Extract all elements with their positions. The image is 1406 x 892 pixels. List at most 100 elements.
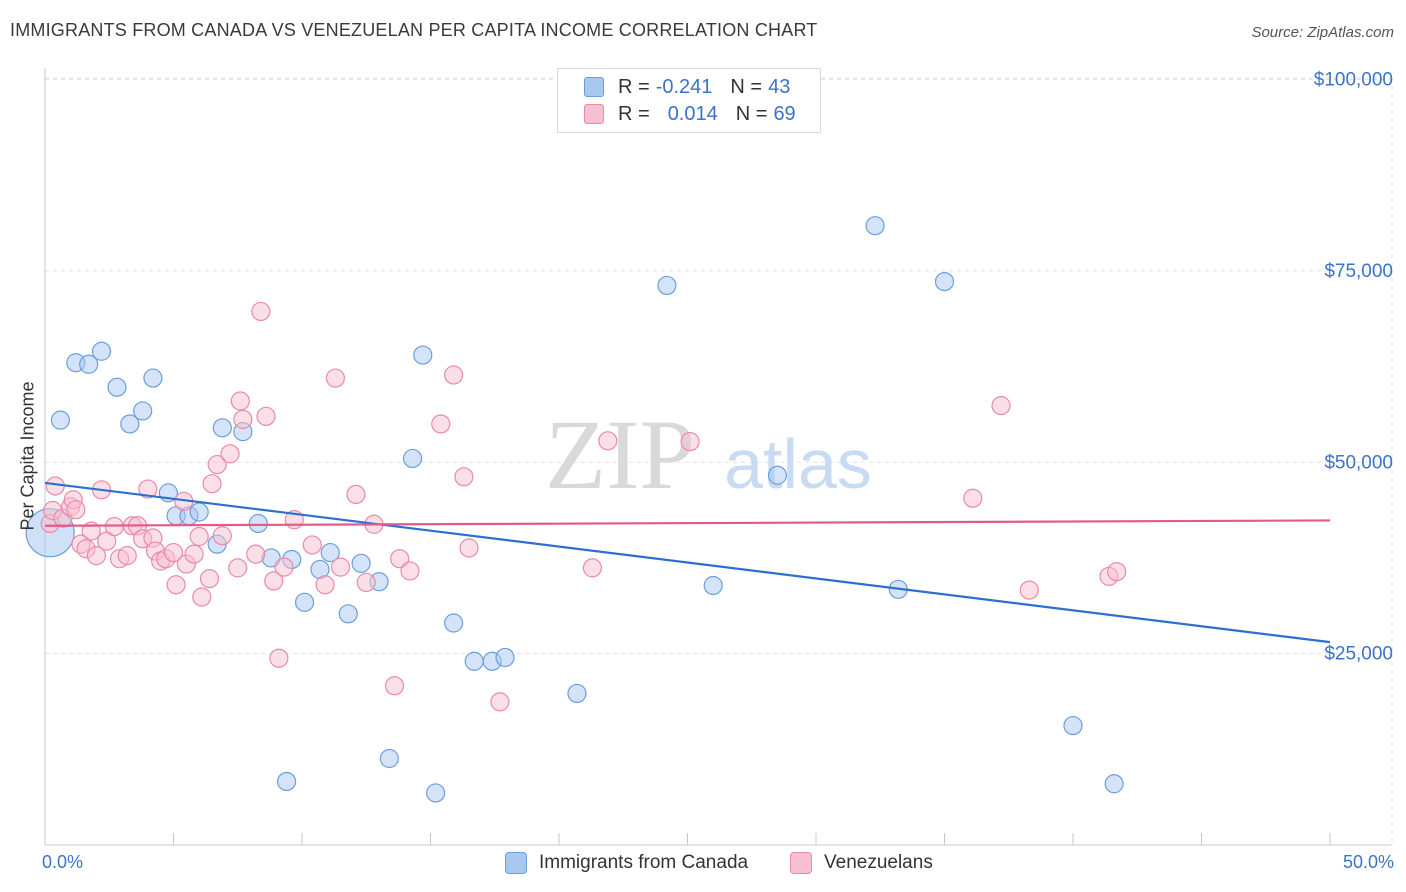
point-venezuelans bbox=[384, 676, 405, 696]
legend-n-value: 69 bbox=[773, 102, 796, 125]
bottom-legend-label-canada: Immigrants from Canada bbox=[539, 852, 749, 873]
bottom-legend-canada: Immigrants from Canada bbox=[505, 852, 748, 874]
trend-line-venezuelans bbox=[44, 519, 1331, 527]
watermark: ZIP atlas bbox=[545, 399, 872, 510]
point-canada bbox=[120, 414, 140, 434]
legend-r-label: R = bbox=[618, 75, 650, 98]
point-canada bbox=[426, 783, 446, 803]
point-venezuelans bbox=[264, 571, 284, 591]
point-venezuelans bbox=[315, 575, 335, 595]
point-venezuelans bbox=[302, 535, 322, 555]
bottom-legend-venezuelans: Venezuelans bbox=[790, 852, 933, 874]
point-venezuelans bbox=[189, 526, 209, 547]
point-venezuelans bbox=[138, 479, 158, 499]
point-canada bbox=[1104, 774, 1124, 794]
point-venezuelans bbox=[202, 474, 222, 494]
point-canada bbox=[91, 341, 112, 361]
x-axis-min-label: 0.0% bbox=[42, 852, 84, 872]
point-canada bbox=[294, 592, 315, 612]
legend-swatch-venezuelans bbox=[584, 104, 604, 124]
point-venezuelans bbox=[212, 526, 232, 546]
point-venezuelans bbox=[356, 572, 376, 593]
y-tick-label: $75,000 bbox=[1324, 261, 1393, 282]
point-canada bbox=[79, 354, 99, 374]
point-canada bbox=[320, 542, 340, 563]
point-venezuelans bbox=[86, 546, 107, 566]
point-venezuelans bbox=[251, 301, 271, 322]
y-tick-label: $25,000 bbox=[1324, 644, 1393, 665]
point-canada bbox=[1063, 715, 1083, 736]
point-canada bbox=[338, 604, 358, 624]
point-canada bbox=[276, 771, 297, 792]
point-venezuelans bbox=[444, 365, 464, 385]
point-venezuelans bbox=[490, 692, 510, 712]
legend-row-canada: R = -0.241 N = 43 bbox=[584, 73, 790, 101]
point-canada bbox=[865, 216, 885, 236]
stats-legend: R = -0.241 N = 43 R = 0.014 N = 69 bbox=[557, 68, 821, 133]
point-canada bbox=[767, 465, 788, 485]
point-venezuelans bbox=[330, 557, 351, 577]
point-venezuelans bbox=[269, 648, 289, 668]
point-canada bbox=[379, 748, 399, 769]
point-venezuelans bbox=[207, 454, 227, 475]
point-venezuelans bbox=[199, 569, 220, 589]
point-venezuelans bbox=[325, 368, 346, 388]
point-canada bbox=[133, 401, 153, 421]
point-canada bbox=[189, 502, 209, 522]
x-axis-max-label: 50.0% bbox=[1342, 852, 1394, 872]
point-venezuelans bbox=[192, 587, 212, 607]
point-venezuelans bbox=[220, 444, 240, 464]
point-venezuelans bbox=[598, 431, 618, 451]
point-venezuelans bbox=[166, 575, 186, 595]
point-venezuelans bbox=[230, 391, 250, 411]
point-canada bbox=[212, 418, 232, 438]
point-canada bbox=[444, 613, 464, 633]
point-venezuelans bbox=[963, 488, 983, 508]
point-venezuelans bbox=[390, 549, 410, 569]
point-venezuelans bbox=[274, 557, 294, 577]
point-canada bbox=[464, 651, 484, 671]
point-venezuelans bbox=[680, 431, 700, 452]
legend-n-label: N = bbox=[730, 75, 763, 98]
point-venezuelans bbox=[991, 396, 1011, 416]
point-venezuelans bbox=[400, 561, 420, 581]
point-canada bbox=[50, 410, 71, 430]
trend-line-canada bbox=[44, 481, 1331, 644]
legend-n-label: N = bbox=[735, 102, 768, 125]
point-venezuelans bbox=[459, 538, 479, 558]
legend-swatch-canada bbox=[584, 77, 604, 97]
y-tick-labels: $25,000 $50,000 $75,000 $100,000 bbox=[1314, 70, 1393, 665]
legend-r-label: R = bbox=[618, 102, 650, 125]
trend-lines bbox=[44, 481, 1331, 644]
point-venezuelans bbox=[454, 467, 474, 487]
legend-r-value: -0.241 bbox=[655, 75, 713, 98]
point-canada bbox=[248, 513, 268, 534]
point-venezuelans bbox=[228, 558, 248, 578]
point-venezuelans bbox=[66, 500, 86, 520]
gridlines bbox=[45, 77, 1393, 845]
point-canada bbox=[657, 275, 677, 296]
point-canada bbox=[413, 345, 433, 365]
legend-row-venezuelans: R = 0.014 N = 69 bbox=[584, 100, 796, 128]
point-canada bbox=[934, 271, 955, 292]
point-canada bbox=[351, 553, 371, 573]
chart-source: Source: ZipAtlas.com bbox=[1251, 24, 1394, 41]
bottom-legend-swatch-venezuelans bbox=[790, 852, 812, 874]
point-venezuelans bbox=[431, 414, 451, 434]
point-canada bbox=[567, 683, 587, 704]
y-tick-label: $50,000 bbox=[1324, 452, 1393, 473]
legend-r-value: 0.014 bbox=[667, 102, 718, 125]
point-venezuelans bbox=[256, 406, 276, 426]
legend-n-value: 43 bbox=[768, 75, 791, 98]
point-venezuelans bbox=[163, 542, 184, 563]
point-venezuelans bbox=[184, 544, 204, 564]
y-tick-label: $100,000 bbox=[1314, 70, 1393, 91]
point-canada bbox=[402, 448, 423, 469]
series-canada bbox=[25, 216, 1124, 803]
bottom-legend-swatch-canada bbox=[505, 852, 527, 874]
watermark-atlas: atlas bbox=[724, 425, 872, 503]
chart-title: IMMIGRANTS FROM CANADA VS VENEZUELAN PER… bbox=[10, 20, 818, 40]
point-canada bbox=[107, 377, 127, 397]
point-venezuelans bbox=[582, 558, 603, 578]
